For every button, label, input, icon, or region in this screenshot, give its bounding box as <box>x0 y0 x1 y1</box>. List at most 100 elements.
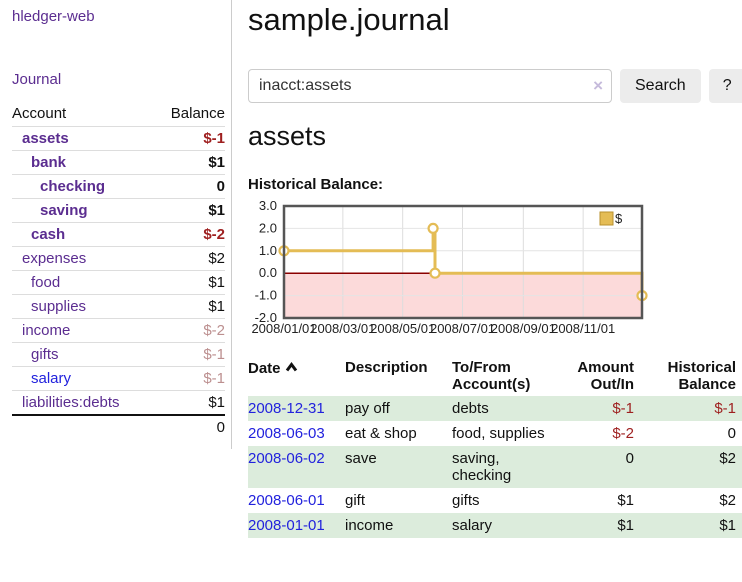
svg-text:2008/09/01: 2008/09/01 <box>491 321 556 336</box>
account-balance: $-1 <box>203 130 225 147</box>
search-form: × Search ? <box>248 69 742 103</box>
page: hledger-web Journal Account Balance asse… <box>0 0 742 538</box>
app-title-link[interactable]: hledger-web <box>12 8 95 25</box>
account-row: liabilities:debts $1 <box>12 390 225 416</box>
account-link-cash[interactable]: cash <box>31 226 66 243</box>
transaction-description: income <box>345 517 394 534</box>
account-link-bank[interactable]: bank <box>31 154 67 171</box>
register-header-description: Description <box>345 359 428 376</box>
register-header-tofrom: To/From Account(s) <box>452 359 531 393</box>
help-button[interactable]: ? <box>708 69 742 103</box>
svg-text:2.0: 2.0 <box>259 220 277 235</box>
accounts-total-row: 0 <box>12 415 225 439</box>
accounts-table: Account Balance assets $-1 bank $1 check… <box>12 102 225 439</box>
account-balance: $1 <box>208 154 225 171</box>
transaction-amount: 0 <box>625 450 634 467</box>
accounts-header-account: Account <box>12 105 67 122</box>
account-row: expenses $2 <box>12 246 225 271</box>
register-row: 2008-12-31 pay off debts $-1 $-1 <box>248 396 742 421</box>
svg-text:-1.0: -1.0 <box>255 288 277 303</box>
account-row: saving $1 <box>12 198 225 223</box>
transaction-amount: $1 <box>617 492 634 509</box>
transaction-accounts: salary <box>452 517 493 534</box>
register-header-amount: Amount Out/In <box>577 359 634 393</box>
account-link-food[interactable]: food <box>31 274 61 291</box>
search-button[interactable]: Search <box>620 69 701 103</box>
account-row: salary $-1 <box>12 366 225 391</box>
account-row: cash $-2 <box>12 222 225 247</box>
account-heading: assets <box>248 121 327 151</box>
account-balance: 0 <box>216 178 225 195</box>
transaction-balance: $-1 <box>714 400 736 417</box>
transaction-balance: $2 <box>719 450 736 467</box>
register-row: 2008-06-02 save saving, checking 0 $2 <box>248 446 742 488</box>
svg-text:2008/07/01: 2008/07/01 <box>430 321 495 336</box>
transaction-date-link[interactable]: 2008-06-03 <box>248 425 325 442</box>
transaction-balance: 0 <box>727 425 736 442</box>
svg-text:2008/01/01: 2008/01/01 <box>251 321 316 336</box>
account-balance: $1 <box>208 202 225 219</box>
account-link-liabilities-debts[interactable]: liabilities:debts <box>22 394 120 411</box>
account-row: income $-2 <box>12 318 225 343</box>
account-balance: $-2 <box>203 226 225 243</box>
transaction-amount: $-2 <box>612 425 634 442</box>
main-content: sample.journal × Search ? assets Histori… <box>232 0 742 538</box>
account-row: bank $1 <box>12 150 225 175</box>
register-table: Date Description To/From Account(s) Amou… <box>248 356 742 538</box>
account-balance: $-2 <box>203 322 225 339</box>
account-balance: $-1 <box>203 370 225 387</box>
journal-link[interactable]: Journal <box>12 71 62 88</box>
account-link-salary[interactable]: salary <box>31 370 72 387</box>
register-row: 2008-06-01 gift gifts $1 $2 <box>248 488 742 513</box>
accounts-header-balance: Balance <box>170 105 225 122</box>
transaction-date-link[interactable]: 2008-06-02 <box>248 450 325 467</box>
account-row: checking 0 <box>12 174 225 199</box>
account-row: supplies $1 <box>12 294 225 319</box>
account-row: assets $-1 <box>12 126 225 151</box>
register-header-date[interactable]: Date <box>248 356 345 396</box>
transaction-date-link[interactable]: 2008-01-01 <box>248 517 325 534</box>
account-row: food $1 <box>12 270 225 295</box>
register-row: 2008-06-03 eat & shop food, supplies $-2… <box>248 421 742 446</box>
transaction-date-link[interactable]: 2008-06-01 <box>248 492 325 509</box>
svg-text:$: $ <box>615 211 623 226</box>
transaction-description: gift <box>345 492 366 509</box>
clear-search-icon[interactable]: × <box>593 76 603 95</box>
transaction-accounts: saving, checking <box>452 450 512 484</box>
transaction-accounts: food, supplies <box>452 425 545 442</box>
transaction-description: save <box>345 450 377 467</box>
transaction-description: eat & shop <box>345 425 417 442</box>
account-balance: $1 <box>208 298 225 315</box>
register-header-balance: Historical Balance <box>667 359 736 393</box>
transaction-balance: $2 <box>719 492 736 509</box>
transaction-description: pay off <box>345 400 390 417</box>
search-input[interactable] <box>248 69 612 103</box>
transaction-accounts: debts <box>452 400 489 417</box>
chart-title: Historical Balance: <box>248 176 384 193</box>
svg-text:2008/05/01: 2008/05/01 <box>370 321 435 336</box>
sidebar: hledger-web Journal Account Balance asse… <box>0 0 232 449</box>
account-balance: $-1 <box>203 346 225 363</box>
svg-text:2008/03/01: 2008/03/01 <box>310 321 375 336</box>
account-link-supplies[interactable]: supplies <box>31 298 87 315</box>
account-link-saving[interactable]: saving <box>40 202 88 219</box>
sort-ascending-icon <box>285 359 298 376</box>
account-link-expenses[interactable]: expenses <box>22 250 87 267</box>
account-link-income[interactable]: income <box>22 322 71 339</box>
historical-balance-chart: 2008/01/012008/03/012008/05/012008/07/01… <box>251 201 648 336</box>
transaction-date-link[interactable]: 2008-12-31 <box>248 400 325 417</box>
svg-text:-2.0: -2.0 <box>255 310 277 325</box>
transaction-amount: $1 <box>617 517 634 534</box>
account-link-assets[interactable]: assets <box>22 130 69 147</box>
transaction-amount: $-1 <box>612 400 634 417</box>
accounts-total-balance: 0 <box>216 419 225 436</box>
account-balance: $1 <box>208 274 225 291</box>
account-row: gifts $-1 <box>12 342 225 367</box>
transaction-balance: $1 <box>719 517 736 534</box>
account-link-checking[interactable]: checking <box>40 178 106 195</box>
svg-text:3.0: 3.0 <box>259 201 277 213</box>
account-balance: $1 <box>208 394 225 411</box>
account-link-gifts[interactable]: gifts <box>31 346 59 363</box>
svg-text:1.0: 1.0 <box>259 243 277 258</box>
transaction-accounts: gifts <box>452 492 480 509</box>
